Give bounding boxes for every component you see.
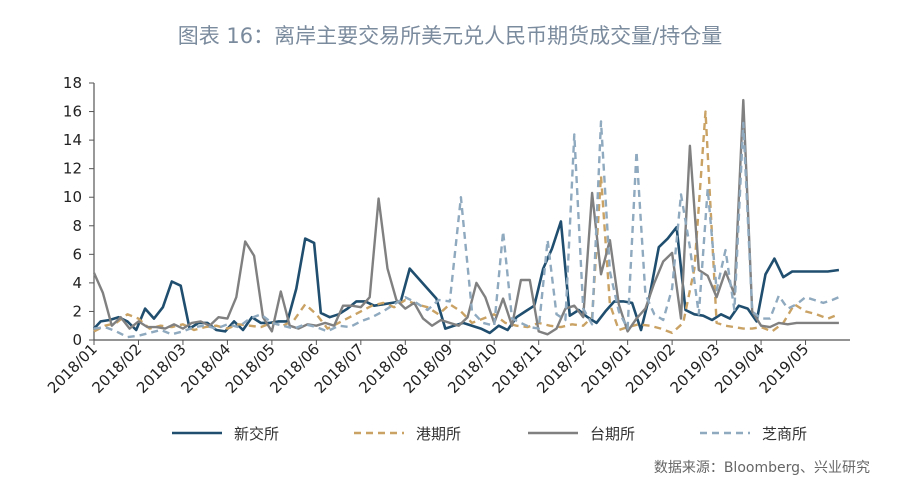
series-lines (92, 98, 840, 339)
y-tick-label: 10 (63, 188, 82, 206)
y-tick-label: 14 (63, 131, 82, 149)
y-tick-label: 0 (72, 331, 82, 349)
series-line-4 (93, 120, 840, 339)
y-tick-label: 16 (63, 103, 82, 121)
legend: 新交所 港期所 台期所 芝商所 (172, 425, 807, 443)
chart-title: 图表 16：离岸主要交易所美元兑人民币期货成交量/持仓量 (177, 24, 723, 48)
x-tick-labels: 2018/012018/022018/032018/042018/052018/… (44, 340, 812, 397)
y-tick-label: 12 (63, 160, 82, 178)
legend-label-4: 芝商所 (762, 425, 807, 443)
axes (93, 83, 850, 341)
y-tick-label: 2 (72, 302, 82, 320)
legend-label-2: 港期所 (416, 425, 461, 443)
x-tick-label: 2019/05 (756, 340, 813, 397)
y-tick-labels: 0 2 4 6 8 10 12 14 16 18 (63, 74, 94, 349)
y-tick-label: 4 (72, 274, 82, 292)
legend-label-3: 台期所 (590, 425, 635, 443)
y-tick-label: 8 (72, 217, 82, 235)
series-line-3 (92, 98, 839, 336)
y-tick-label: 6 (72, 245, 82, 263)
source-note: 数据来源：Bloomberg、兴业研究 (653, 460, 870, 476)
legend-label-1: 新交所 (234, 425, 279, 443)
series-line-2 (93, 110, 840, 335)
y-tick-label: 18 (63, 74, 82, 92)
